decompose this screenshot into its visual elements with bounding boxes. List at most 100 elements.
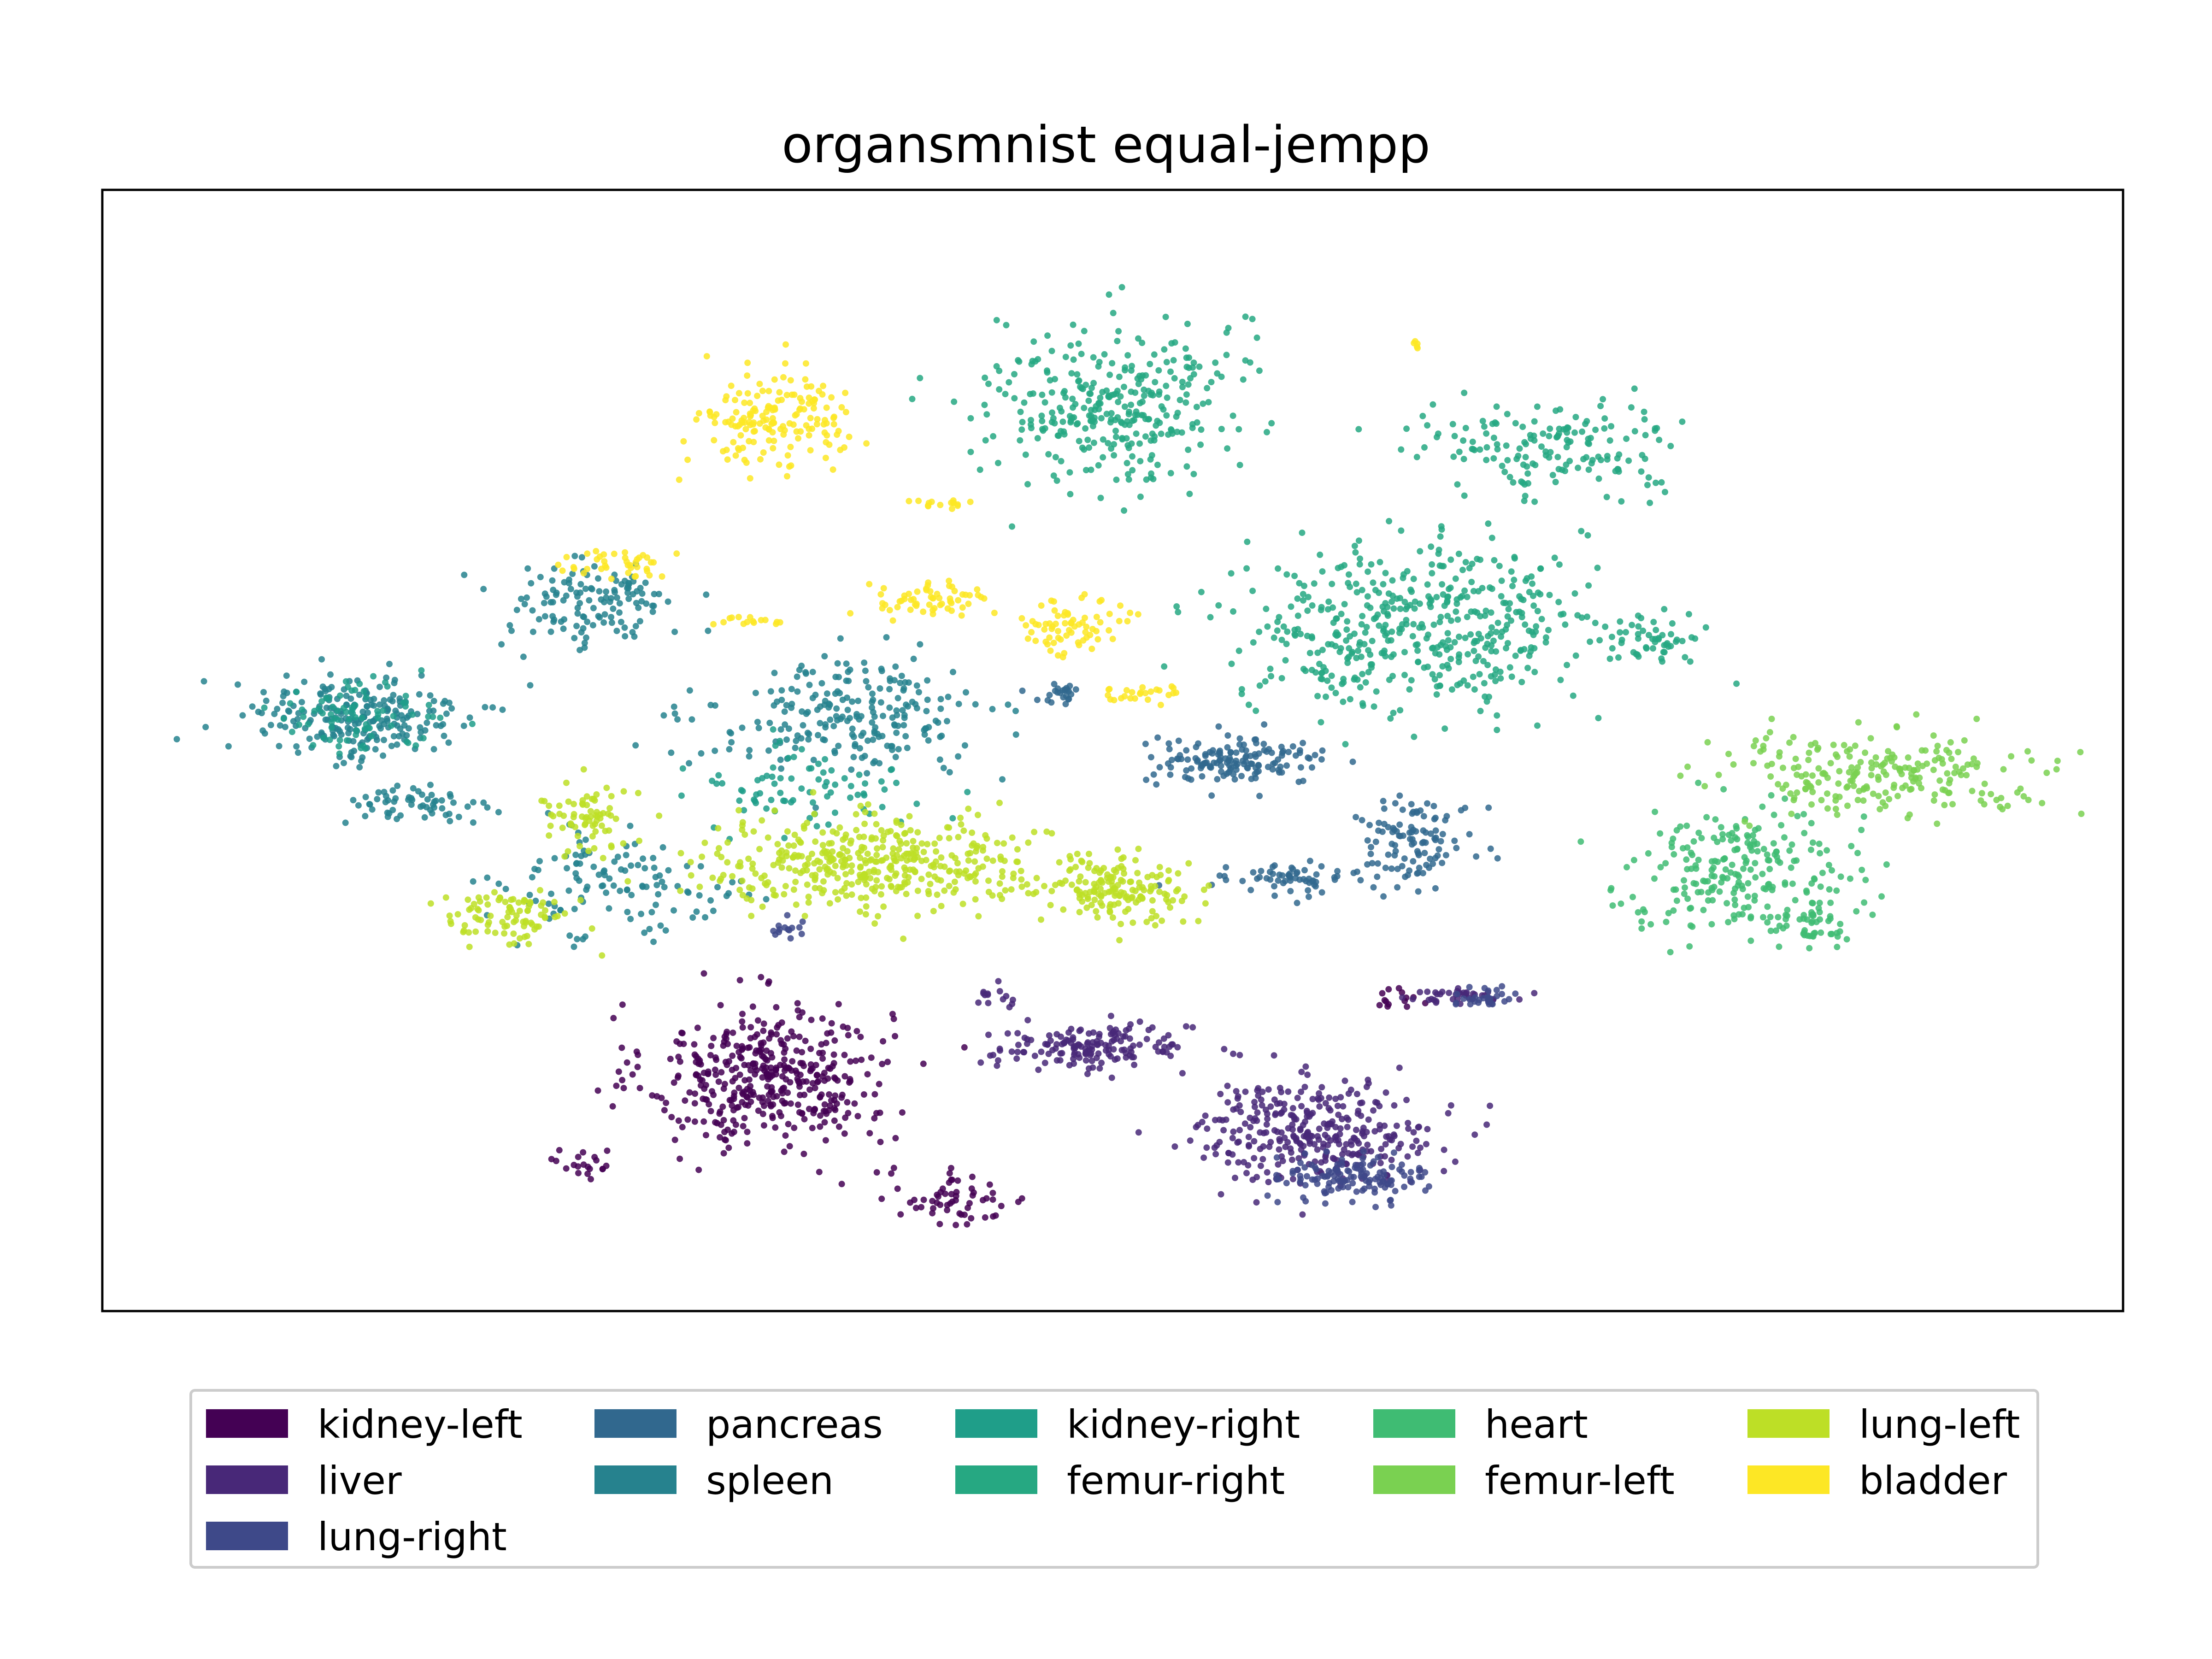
data-point-lung-right [1480, 994, 1487, 1001]
series-pancreas [1019, 681, 1501, 906]
series-heart [1577, 779, 1890, 956]
data-point-femur-right [1445, 637, 1452, 644]
data-point-spleen [872, 724, 879, 731]
data-point-lung-left [862, 911, 869, 918]
data-point-femur-right [1521, 439, 1528, 446]
data-point-lung-left [930, 861, 937, 868]
data-point-lung-left [946, 824, 953, 831]
data-point-kidney-left [777, 1112, 784, 1119]
data-point-femur-right [1173, 603, 1180, 610]
data-point-heart [1781, 834, 1788, 841]
data-point-liver [1265, 1179, 1272, 1185]
data-point-kidney-left [758, 1042, 765, 1049]
data-point-spleen [913, 682, 920, 689]
data-point-lung-left [1060, 906, 1067, 913]
data-point-femur-right [1685, 611, 1692, 618]
data-point-spleen [547, 599, 554, 606]
data-point-spleen [688, 716, 695, 723]
data-point-lung-left [827, 856, 834, 863]
data-point-heart [1869, 912, 1876, 918]
data-point-spleen [448, 705, 455, 712]
data-point-kidney-right [425, 713, 432, 720]
data-point-spleen [279, 700, 286, 706]
data-point-bladder [760, 449, 767, 456]
data-point-kidney-right [368, 733, 375, 740]
data-point-femur-left [1841, 741, 1847, 748]
data-point-femur-right [1168, 427, 1175, 434]
data-point-pancreas [1396, 832, 1403, 839]
data-point-lung-left [1195, 918, 1202, 924]
data-point-pancreas [1142, 741, 1149, 747]
data-point-bladder [706, 408, 713, 415]
data-point-lung-left [994, 840, 1000, 847]
data-point-pancreas [1193, 744, 1200, 751]
data-point-kidney-right [709, 777, 716, 784]
data-point-kidney-left [831, 1117, 838, 1124]
data-point-pancreas [1294, 869, 1300, 876]
data-point-lung-right [787, 935, 794, 942]
data-point-spleen [371, 695, 377, 702]
data-point-spleen [586, 597, 593, 604]
data-point-kidney-left [580, 1161, 587, 1168]
data-point-femur-right [1097, 394, 1104, 401]
data-point-femur-right [1108, 410, 1115, 417]
data-point-liver [1322, 1153, 1329, 1160]
data-point-kidney-left [835, 1123, 842, 1130]
data-point-bladder [732, 397, 738, 404]
data-point-spleen [403, 732, 410, 739]
data-point-spleen [325, 686, 332, 693]
data-point-lung-right [1273, 1154, 1280, 1161]
data-point-spleen [894, 694, 901, 701]
data-point-kidney-right [741, 807, 747, 814]
data-point-femur-right [1436, 682, 1443, 689]
data-point-lung-right [784, 912, 791, 919]
data-point-liver [1267, 1103, 1274, 1110]
data-point-lung-left [739, 892, 746, 899]
data-point-spleen [665, 867, 672, 874]
data-point-femur-right [1108, 416, 1115, 423]
data-point-liver [995, 978, 1002, 985]
data-point-liver [1277, 1084, 1283, 1091]
data-point-femur-right [1437, 613, 1444, 620]
data-point-heart [1698, 888, 1705, 895]
data-point-liver [1253, 1174, 1260, 1181]
data-point-femur-right [1041, 399, 1048, 406]
data-point-kidney-left [857, 1034, 864, 1041]
data-point-spleen [844, 718, 851, 724]
data-point-spleen [864, 770, 871, 777]
data-point-lung-left [591, 845, 598, 852]
data-point-spleen [944, 718, 950, 724]
data-point-kidney-left [693, 1059, 700, 1065]
data-point-liver [1318, 1084, 1325, 1091]
data-point-bladder [846, 434, 853, 440]
data-point-femur-right [1404, 603, 1411, 610]
data-point-pancreas [1437, 838, 1444, 845]
data-point-bladder [823, 439, 830, 446]
data-point-bladder [712, 419, 718, 426]
data-point-lung-left [848, 881, 855, 888]
data-point-spleen [869, 719, 876, 726]
data-point-femur-right [1469, 560, 1476, 567]
data-point-bladder [756, 381, 763, 388]
data-point-lung-left [598, 822, 605, 829]
data-point-spleen [306, 735, 313, 742]
data-point-heart [1800, 912, 1807, 918]
data-point-spleen [389, 787, 396, 794]
data-point-femur-right [1186, 365, 1192, 371]
data-point-spleen [532, 897, 539, 904]
data-point-femur-right [1406, 686, 1413, 693]
data-point-lung-left [1107, 873, 1114, 880]
data-point-femur-right [1428, 543, 1435, 550]
data-point-lung-left [547, 823, 554, 830]
data-point-femur-right [977, 466, 983, 473]
data-point-spleen [912, 701, 919, 708]
data-point-liver [1160, 1035, 1167, 1042]
data-point-bladder [816, 388, 822, 394]
data-point-lung-left [893, 858, 900, 865]
data-point-femur-left [1715, 771, 1722, 778]
data-point-pancreas [1410, 826, 1417, 833]
data-point-spleen [362, 812, 369, 819]
data-point-kidney-left [812, 1085, 818, 1091]
data-point-kidney-left [936, 1221, 943, 1228]
data-point-femur-right [1653, 479, 1659, 486]
